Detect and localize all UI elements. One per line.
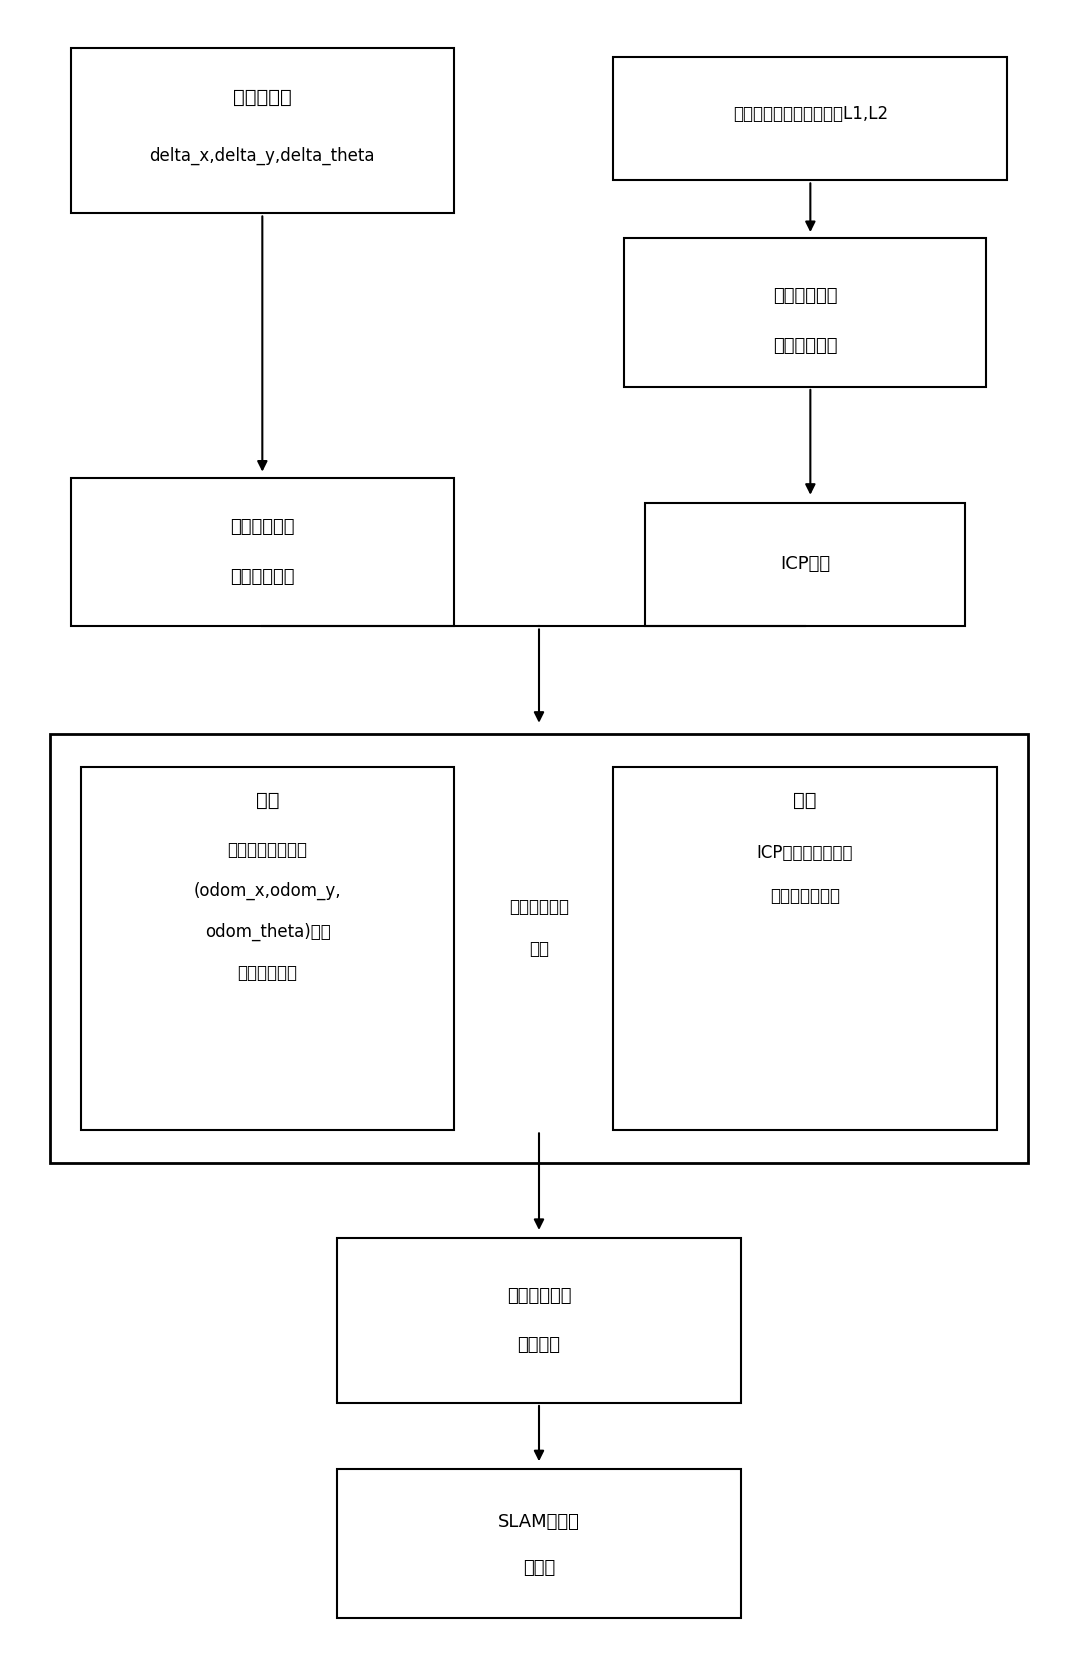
FancyBboxPatch shape [646,503,965,626]
Text: 动模型: 动模型 [523,1559,555,1578]
FancyBboxPatch shape [624,238,986,387]
Text: 输出融合后的: 输出融合后的 [507,1286,571,1304]
Text: 激光采集相邻时刻的数据L1,L2: 激光采集相邻时刻的数据L1,L2 [733,105,888,123]
FancyBboxPatch shape [336,1469,742,1618]
FancyBboxPatch shape [613,766,996,1130]
Text: 波器: 波器 [529,940,549,958]
Text: 全局坐标系下: 全局坐标系下 [773,337,838,355]
FancyBboxPatch shape [71,48,454,213]
Text: SLAM算法运: SLAM算法运 [498,1513,580,1531]
Text: (odom_x,odom_y,: (odom_x,odom_y, [194,881,342,900]
Text: 里程计转换后输出: 里程计转换后输出 [227,841,307,858]
Text: 里程计输出: 里程计输出 [233,88,292,107]
FancyBboxPatch shape [613,57,1007,180]
Text: 将数据转换到: 将数据转换到 [773,287,838,305]
FancyBboxPatch shape [50,735,1028,1163]
Text: ICP算法: ICP算法 [780,555,830,573]
FancyBboxPatch shape [82,766,454,1130]
FancyBboxPatch shape [336,1238,742,1403]
Text: 预测状态变量: 预测状态变量 [237,965,298,983]
Text: odom_theta)作为: odom_theta)作为 [205,923,331,941]
Text: delta_x,delta_y,delta_theta: delta_x,delta_y,delta_theta [150,147,375,165]
Text: 校正: 校正 [793,790,817,810]
Text: 全局坐标系下: 全局坐标系下 [230,568,294,586]
Text: 将数据转换到: 将数据转换到 [230,518,294,536]
Text: ICP算法求出的旋转: ICP算法求出的旋转 [757,843,854,861]
Text: 更新: 更新 [255,790,279,810]
Text: 矩阵和平移向量: 矩阵和平移向量 [770,886,840,905]
FancyBboxPatch shape [71,478,454,626]
Text: 扩展卡尔曼波: 扩展卡尔曼波 [509,898,569,916]
Text: 运动信息: 运动信息 [517,1336,561,1354]
